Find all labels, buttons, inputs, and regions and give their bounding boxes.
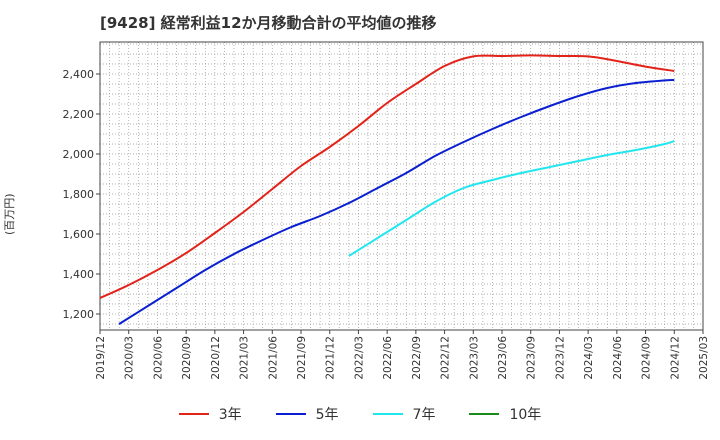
legend-item-10y: 10年 [469, 404, 541, 424]
y-tick-label: 1,800 [63, 188, 95, 201]
x-tick-label: 2022/09 [411, 336, 423, 380]
legend-item-7y: 7年 [372, 404, 436, 424]
x-tick-label: 2021/03 [239, 336, 251, 380]
x-tick-label: 2025/03 [698, 336, 710, 380]
legend-item-5y: 5年 [275, 404, 339, 424]
x-tick-label: 2022/06 [382, 336, 394, 380]
y-tick-label: 2,000 [63, 148, 95, 161]
y-tick-label: 2,200 [63, 108, 95, 121]
x-tick-label: 2023/06 [497, 336, 509, 380]
y-tick-label: 1,400 [63, 268, 95, 281]
x-tick-label: 2019/12 [95, 336, 107, 380]
x-tick-label: 2021/12 [325, 336, 337, 380]
x-tick-label: 2023/09 [526, 336, 538, 380]
x-tick-label: 2020/09 [181, 336, 193, 380]
legend-item-3y: 3年 [178, 404, 242, 424]
x-tick-label: 2024/09 [641, 336, 653, 380]
x-tick-label: 2020/12 [210, 336, 222, 380]
y-tick-label: 1,600 [63, 228, 95, 241]
x-tick-label: 2020/06 [152, 336, 164, 380]
x-tick-label: 2024/12 [669, 336, 681, 380]
x-tick-label: 2021/09 [296, 336, 308, 380]
legend-label-7y: 7年 [412, 407, 436, 423]
x-axis-ticks: 2019/12 2020/03 2020/06 2020/09 2020/12 2021/… [95, 330, 710, 380]
legend-label-3y: 3年 [218, 407, 242, 423]
grid-lines [100, 42, 703, 330]
x-tick-label: 2023/12 [554, 336, 566, 380]
legend: 3年 5年 7年 10年 [0, 402, 720, 426]
legend-label-10y: 10年 [509, 407, 542, 423]
x-tick-label: 2024/06 [612, 336, 624, 380]
series-line-0 [99, 54, 675, 299]
x-tick-label: 2022/03 [353, 336, 365, 380]
y-tick-label: 2,400 [63, 68, 95, 81]
chart-title: [9428] 経常利益12か月移動合計の平均値の推移 [100, 14, 437, 32]
legend-label-5y: 5年 [315, 407, 339, 423]
x-tick-label: 2023/03 [468, 336, 480, 380]
x-tick-label: 2021/06 [267, 336, 279, 380]
x-tick-label: 2024/03 [583, 336, 595, 380]
y-tick-label: 1,200 [63, 308, 95, 321]
legend-swatch-7y [372, 413, 403, 415]
legend-swatch-10y [469, 413, 500, 415]
series-lines [99, 54, 675, 325]
x-tick-label: 2022/12 [440, 336, 452, 380]
y-axis-ticks: 1,200 1,400 1,600 1,800 2,000 2,200 2,400 [63, 68, 100, 321]
plot-frame [99, 41, 704, 331]
series-line-2 [348, 140, 675, 257]
legend-swatch-3y [178, 413, 209, 415]
legend-swatch-5y [275, 413, 306, 415]
x-tick-label: 2020/03 [124, 336, 136, 380]
series-line-1 [118, 79, 675, 325]
